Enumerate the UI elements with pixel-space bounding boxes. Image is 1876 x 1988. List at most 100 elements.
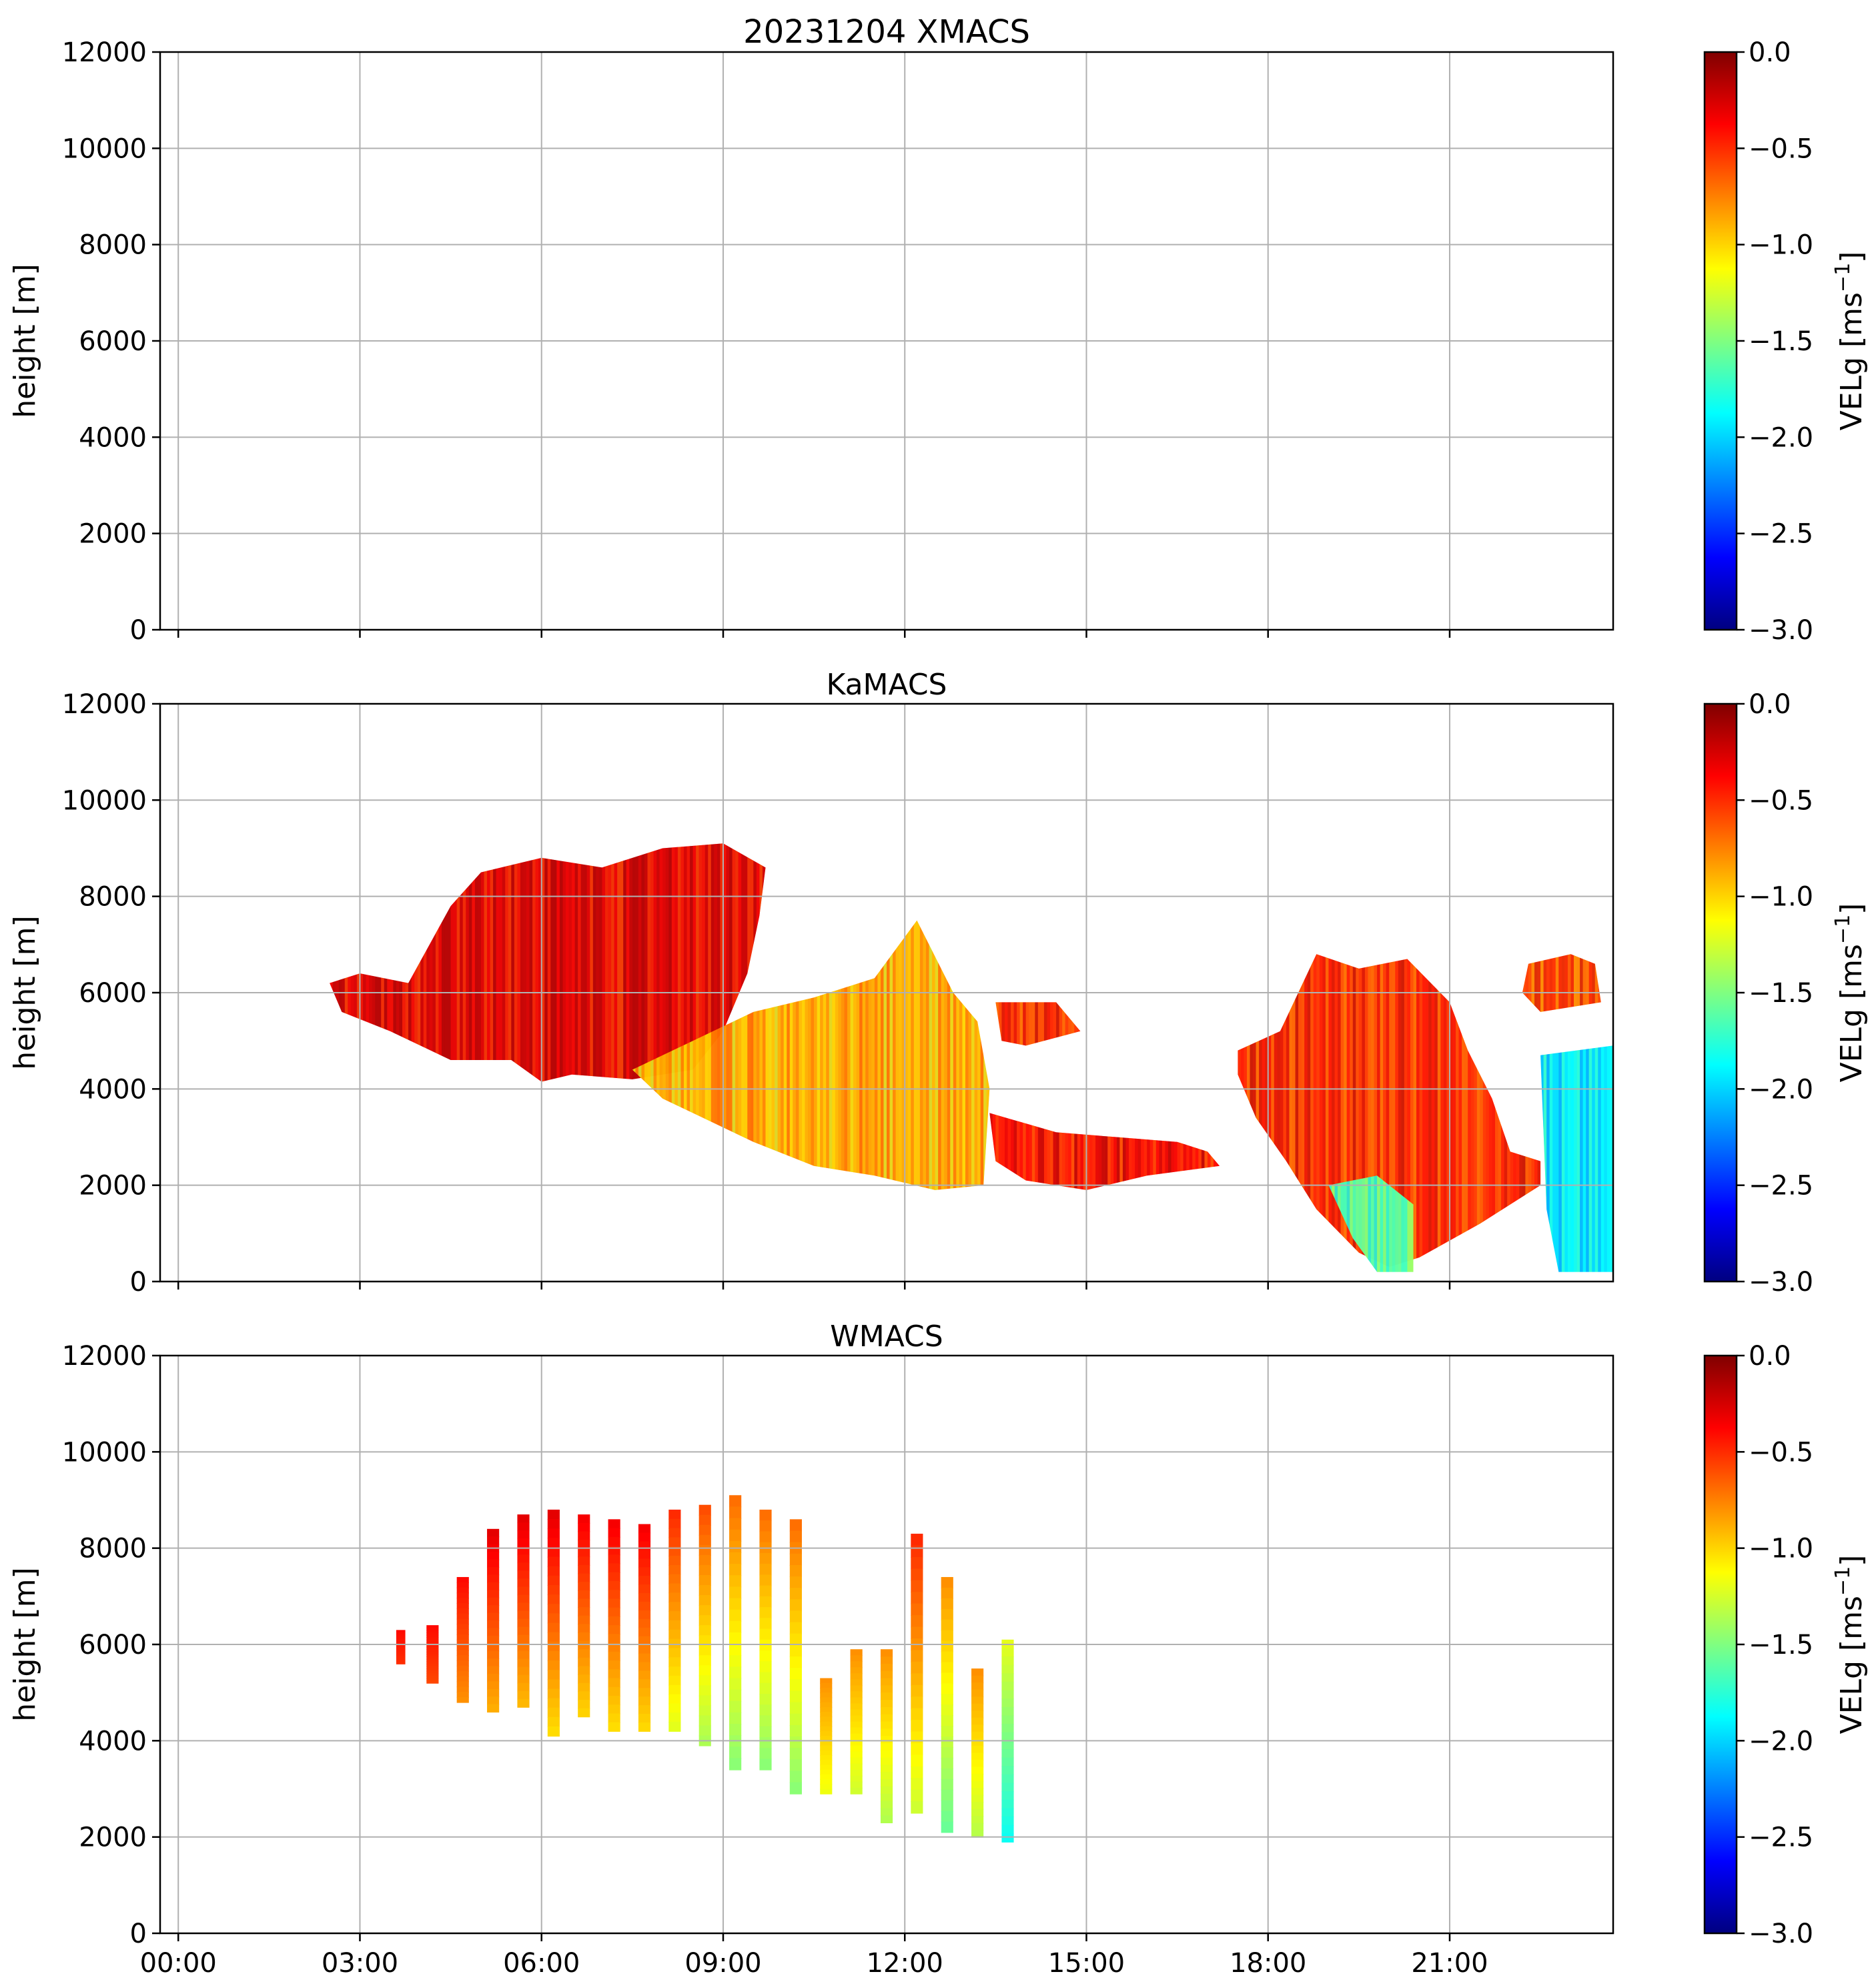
texture-late-fall-streak <box>1540 1045 1613 1272</box>
colorbar-gradient <box>1705 52 1737 630</box>
scan-stripe-19 <box>971 1668 984 1838</box>
scan-stripe-15 <box>850 1649 863 1795</box>
y-tick-label: 4000 <box>79 1074 147 1105</box>
colorbar-tick-label: −1.0 <box>1749 882 1813 913</box>
colorbar: 0.0 −0.5 −1.0 −1.5 −2.0 −2.5 −3.0 VELg [ms−1] <box>1703 689 1869 1298</box>
scan-stripe-4 <box>517 1514 530 1708</box>
colorbar-tick-label: −2.5 <box>1749 519 1813 550</box>
colorbar-tick-label: −1.0 <box>1749 1534 1813 1564</box>
y-tick-label: 2000 <box>79 1823 147 1853</box>
scan-stripe-11 <box>729 1495 742 1771</box>
x-tick-label: 12:00 <box>867 1948 943 1979</box>
y-tick-label: 12000 <box>62 689 147 720</box>
y-tick-label: 0 <box>130 1919 147 1949</box>
scan-stripe-18 <box>941 1576 953 1833</box>
x-tick-label: 06:00 <box>503 1948 580 1979</box>
cloud-region-lower-shelf <box>989 1113 1220 1190</box>
colorbar-tick-label: −2.0 <box>1749 1074 1813 1105</box>
colorbar-tick-label: −0.5 <box>1749 133 1813 164</box>
y-tick-label: 6000 <box>79 1630 147 1660</box>
grid <box>160 1355 1613 1934</box>
colorbar-label: VELg [ms−1] <box>1831 903 1869 1083</box>
y-tick-label: 12000 <box>62 37 147 68</box>
scan-stripe-2 <box>456 1576 469 1703</box>
scan-stripe-14 <box>820 1678 833 1795</box>
colorbar-tick-label: −0.5 <box>1749 1437 1813 1468</box>
x-tick-label: 18:00 <box>1230 1948 1306 1979</box>
scan-stripe-10 <box>698 1504 711 1747</box>
x-tick-label: 15:00 <box>1048 1948 1125 1979</box>
panel-title: 20231204 XMACS <box>743 13 1030 51</box>
colorbar-label: VELg [ms−1] <box>1831 1555 1869 1734</box>
y-tick-label: 2000 <box>79 519 147 550</box>
scan-stripe-17 <box>911 1534 923 1814</box>
colorbar-tick-label: −1.5 <box>1749 978 1813 1009</box>
colorbar-tick-label: −1.0 <box>1749 230 1813 261</box>
scan-stripe-0 <box>396 1630 406 1664</box>
heatmap-data <box>396 1495 1014 1843</box>
scan-stripe-13 <box>789 1519 802 1795</box>
y-tick-label: 0 <box>130 615 147 646</box>
colorbar: 0.0 −0.5 −1.0 −1.5 −2.0 −2.5 −3.0 VELg [ms−1] <box>1703 1341 1869 1949</box>
cloud-region-evening-low-fall <box>1328 1175 1414 1272</box>
scan-stripe-6 <box>578 1514 590 1718</box>
colorbar-tick-label: −1.5 <box>1749 1630 1813 1660</box>
y-tick-label: 10000 <box>62 133 147 164</box>
scan-stripe-9 <box>668 1509 681 1732</box>
colorbar: 0.0 −0.5 −1.0 −1.5 −2.0 −2.5 −3.0 VELg [ms−1] <box>1703 37 1869 646</box>
scan-stripe-7 <box>608 1519 620 1732</box>
colorbar-tick-label: 0.0 <box>1749 1341 1791 1372</box>
cloud-region-main-cloud-lower <box>632 920 990 1190</box>
colorbar-tick-label: −3.0 <box>1749 615 1813 646</box>
colorbar-label: VELg [ms−1] <box>1831 252 1869 431</box>
x-tick-label: 21:00 <box>1411 1948 1488 1979</box>
y-tick-label: 6000 <box>79 326 147 357</box>
scan-stripe-8 <box>638 1524 651 1732</box>
grid <box>160 51 1613 630</box>
y-tick-label: 12000 <box>62 1341 147 1372</box>
y-tick-label: 2000 <box>79 1171 147 1201</box>
colorbar-tick-label: −2.0 <box>1749 1726 1813 1757</box>
colorbar-tick-label: 0.0 <box>1749 37 1791 68</box>
cloud-region-mid-patch <box>995 1002 1081 1046</box>
cloud-region-evening-cloud <box>1238 954 1541 1268</box>
colorbar-tick-label: −2.0 <box>1749 422 1813 453</box>
colorbar-tick-label: −2.5 <box>1749 1171 1813 1201</box>
panel-1: 0 2000 4000 6000 8000 10000 12000 height [m] KaM… <box>8 668 1869 1298</box>
y-axis-label: height [m] <box>8 915 42 1069</box>
colorbar-gradient <box>1705 1356 1737 1933</box>
scan-stripe-12 <box>759 1509 772 1771</box>
y-tick-label: 4000 <box>79 422 147 453</box>
panel-title: WMACS <box>830 1320 943 1354</box>
colorbar-tick-label: −3.0 <box>1749 1267 1813 1298</box>
panel-0: 0 2000 4000 6000 8000 10000 12000 height [m] 202… <box>8 13 1869 646</box>
colorbar-gradient <box>1705 704 1737 1282</box>
y-tick-label: 0 <box>130 1267 147 1298</box>
cloud-region-late-top-band <box>1522 954 1601 1012</box>
y-tick-label: 6000 <box>79 978 147 1009</box>
colorbar-tick-label: −3.0 <box>1749 1919 1813 1949</box>
colorbar-tick-label: −1.5 <box>1749 326 1813 357</box>
y-tick-label: 8000 <box>79 230 147 261</box>
scan-stripe-16 <box>880 1649 893 1824</box>
y-tick-label: 10000 <box>62 1437 147 1468</box>
y-tick-label: 8000 <box>79 1534 147 1564</box>
x-tick-label: 00:00 <box>140 1948 217 1979</box>
y-tick-label: 8000 <box>79 882 147 913</box>
cloud-region-main-cloud-top <box>330 843 766 1082</box>
x-tick-label: 09:00 <box>684 1948 761 1979</box>
panel-title: KaMACS <box>827 668 947 702</box>
scan-stripe-1 <box>426 1625 439 1684</box>
scan-stripe-5 <box>547 1509 560 1737</box>
colorbar-tick-label: −0.5 <box>1749 785 1813 816</box>
scan-stripe-20 <box>1001 1639 1014 1843</box>
y-tick-label: 4000 <box>79 1726 147 1757</box>
colorbar-tick-label: −2.5 <box>1749 1823 1813 1853</box>
y-axis-label: height [m] <box>8 1567 42 1721</box>
panel-2: 0 2000 4000 6000 8000 10000 12000 00:00 03:00 06:… <box>8 1320 1869 1979</box>
y-axis-label: height [m] <box>8 264 42 418</box>
y-tick-label: 10000 <box>62 785 147 816</box>
scan-stripe-3 <box>487 1528 500 1713</box>
cloud-region-late-fall-streak <box>1540 1045 1613 1272</box>
